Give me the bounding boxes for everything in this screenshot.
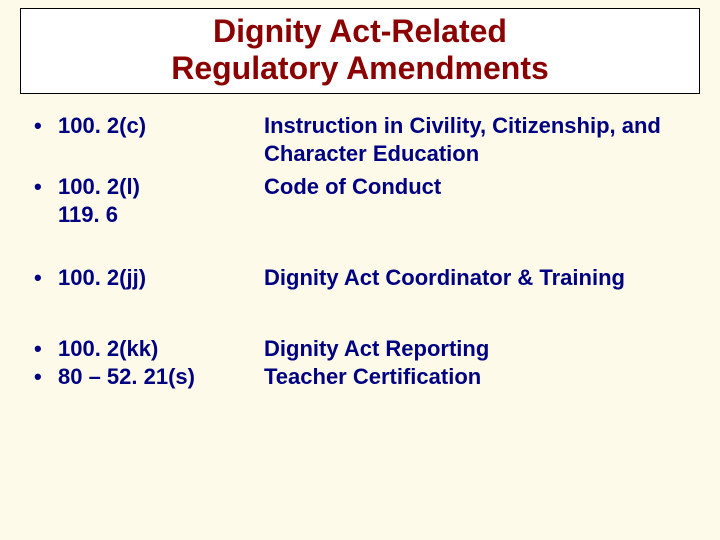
- code-text-5: 80 – 52. 21(s): [58, 364, 195, 389]
- spacer: [34, 230, 702, 264]
- desc-5: Teacher Certification: [264, 363, 702, 392]
- code-text-4: 100. 2(kk): [58, 336, 158, 361]
- title-box: Dignity Act-Related Regulatory Amendment…: [20, 8, 700, 94]
- desc-1-l1: Instruction in Civility, Citizenship, an…: [264, 113, 661, 138]
- content-area: •100. 2(c) Instruction in Civility, Citi…: [18, 112, 702, 392]
- bullet-icon: •: [34, 363, 58, 392]
- code-2: •100. 2(l) 119. 6: [34, 173, 264, 230]
- spacer: [34, 293, 702, 335]
- slide-container: Dignity Act-Related Regulatory Amendment…: [0, 0, 720, 540]
- code-4: •100. 2(kk): [34, 335, 264, 364]
- code-text-2b: 119. 6: [34, 201, 264, 230]
- row-3: •100. 2(jj) Dignity Act Coordinator & Tr…: [34, 264, 702, 293]
- desc-1-l2: Character Education: [264, 141, 479, 166]
- bullet-icon: •: [34, 112, 58, 141]
- title-line2: Regulatory Amendments: [171, 50, 549, 86]
- desc-4: Dignity Act Reporting: [264, 335, 702, 364]
- bullet-icon: •: [34, 173, 58, 202]
- bullet-icon: •: [34, 335, 58, 364]
- code-text-2: 100. 2(l): [58, 174, 140, 199]
- desc-1: Instruction in Civility, Citizenship, an…: [264, 112, 702, 169]
- code-1: •100. 2(c): [34, 112, 264, 141]
- code-5: •80 – 52. 21(s): [34, 363, 264, 392]
- slide-title: Dignity Act-Related Regulatory Amendment…: [31, 13, 689, 87]
- row-5: •80 – 52. 21(s) Teacher Certification: [34, 363, 702, 392]
- row-1: •100. 2(c) Instruction in Civility, Citi…: [34, 112, 702, 169]
- bullet-icon: •: [34, 264, 58, 293]
- title-line1: Dignity Act-Related: [213, 13, 507, 49]
- desc-3: Dignity Act Coordinator & Training: [264, 264, 702, 293]
- code-3: •100. 2(jj): [34, 264, 264, 293]
- code-text-3: 100. 2(jj): [58, 265, 146, 290]
- row-4: •100. 2(kk) Dignity Act Reporting: [34, 335, 702, 364]
- code-text-1: 100. 2(c): [58, 113, 146, 138]
- row-2: •100. 2(l) 119. 6 Code of Conduct: [34, 173, 702, 230]
- desc-2: Code of Conduct: [264, 173, 702, 202]
